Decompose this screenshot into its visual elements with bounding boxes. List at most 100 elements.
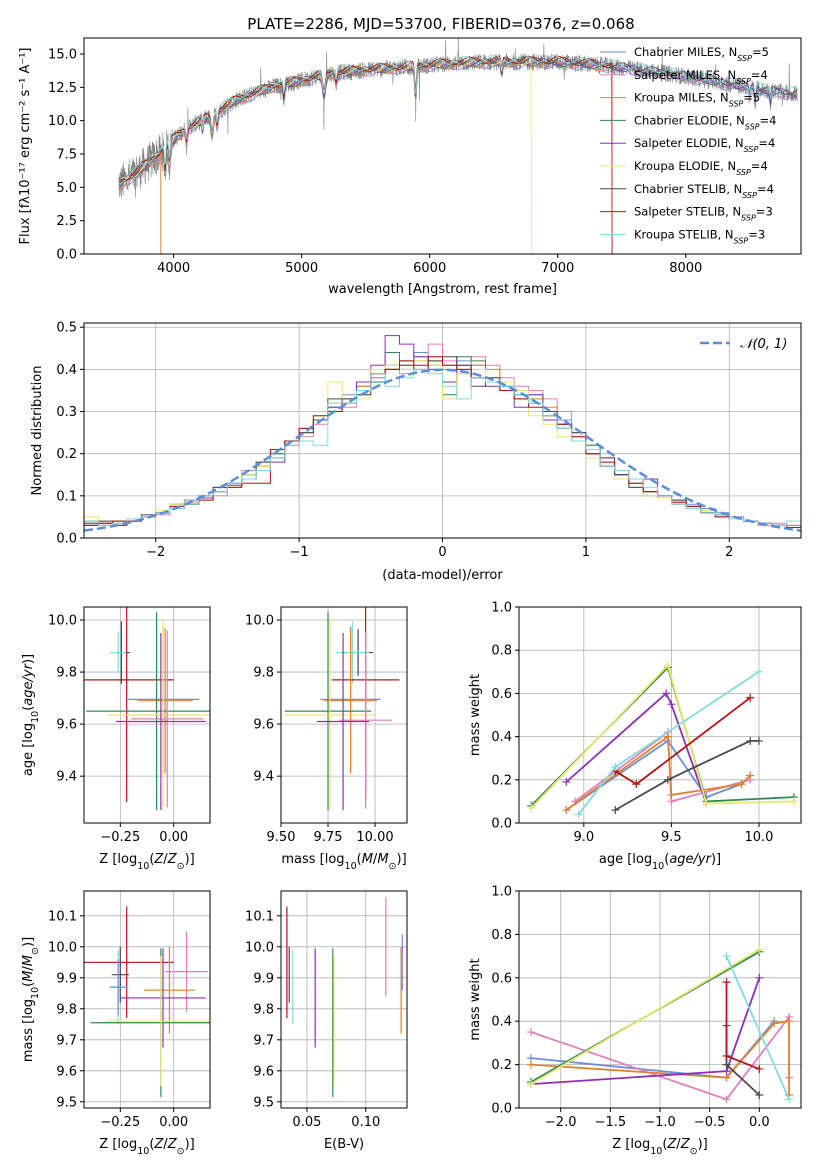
legend-entry: Chabrier STELIB, NSSP=4: [634, 182, 774, 200]
x-axis-label: Z [log10(Z/Z⊙)]: [99, 852, 194, 872]
legend: Chabrier MILES, NSSP=5 Salpeter MILES, NS…: [600, 45, 776, 245]
weight-marker: [722, 1095, 731, 1104]
weight-marker: [611, 762, 620, 771]
x-tick-label: −0.25: [100, 830, 140, 845]
y-tick-label: 10.0: [48, 940, 77, 955]
legend-entry: Chabrier MILES, NSSP=5: [634, 45, 769, 63]
weight-line: [614, 696, 751, 786]
spectrum-model-line: [118, 58, 797, 186]
weight-marker: [746, 693, 755, 702]
weight-marker: [755, 945, 764, 954]
y-tick-label: 9.7: [56, 1033, 77, 1048]
legend-entry: 𝒩(0, 1): [740, 337, 787, 352]
x-tick-label: −0.5: [694, 1115, 726, 1130]
weight-marker: [785, 1017, 794, 1026]
legend-entry: Kroupa ELODIE, NSSP=4: [634, 159, 768, 177]
y-tick-label: 10.1: [48, 909, 77, 924]
y-tick-label: 0.0: [56, 248, 77, 263]
y-tick-label: 10.1: [245, 909, 274, 924]
residuals-frame: [83, 322, 802, 539]
weight-marker: [770, 1019, 779, 1028]
weight-marker: [722, 1051, 731, 1060]
y-tick-label: 9.4: [253, 770, 274, 785]
legend-entry: Salpeter ELODIE, NSSP=4: [634, 136, 775, 154]
y-tick-label: 9.4: [56, 770, 77, 785]
gaussian-curve: [84, 368, 801, 532]
x-tick-label: −0.25: [100, 1115, 140, 1130]
weight-line: [565, 691, 708, 804]
x-tick-label: 0: [438, 545, 446, 560]
x-tick-label: 10.0: [744, 830, 773, 845]
weight-vs-age-frame: [518, 606, 802, 824]
y-tick-label: 10.0: [48, 614, 77, 629]
y-tick-label: 0.0: [491, 817, 512, 832]
weight-marker: [755, 1064, 764, 1073]
legend-entry: Salpeter MILES, NSSP=4: [634, 68, 768, 86]
plot-root: 4000 5000 6000 7000 80000.02.55.07.510.012.5…: [18, 37, 802, 1157]
weight-marker: [667, 700, 676, 709]
weight-line: [614, 740, 759, 811]
y-tick-label: 2.5: [56, 214, 77, 229]
x-axis-label: wavelength [Angstrom, rest frame]: [328, 282, 557, 297]
legend-entry: Kroupa STELIB, NSSP=3: [634, 227, 765, 245]
legend-entry: Chabrier ELODIE, NSSP=4: [634, 113, 776, 130]
x-tick-label: 9.0: [573, 830, 594, 845]
spectrum-model-line: [118, 60, 798, 188]
y-tick-label: 7.5: [56, 148, 77, 163]
y-axis-label: Flux [fλ10⁻¹⁷ erg cm⁻² s⁻¹ A⁻¹]: [18, 48, 33, 245]
x-tick-label: 0.0: [749, 1115, 770, 1130]
weight-marker: [755, 1090, 764, 1099]
x-tick-label: −1: [290, 545, 309, 560]
weight-marker: [663, 775, 672, 784]
weight-vs-Z-frame: [518, 890, 802, 1109]
x-tick-label: 9.5: [661, 830, 682, 845]
weight-marker: [526, 1080, 535, 1089]
mass-vs-ebv-frame: [280, 890, 408, 1109]
y-tick-label: 9.5: [253, 1095, 274, 1110]
x-tick-label: 4000: [157, 261, 190, 276]
y-tick-label: 9.8: [56, 1002, 77, 1017]
weight-marker: [755, 973, 764, 982]
weight-marker: [702, 799, 711, 808]
y-tick-label: 1.0: [491, 885, 512, 900]
y-tick-label: 5.0: [56, 181, 77, 196]
y-tick-label: 0.1: [56, 489, 77, 504]
y-tick-label: 10.0: [48, 114, 77, 129]
y-tick-label: 12.5: [48, 81, 77, 96]
y-tick-label: 0.3: [56, 405, 77, 420]
legend-entry: Salpeter STELIB, NSSP=3: [634, 205, 773, 223]
x-axis-label: Z [log10(Z/Z⊙)]: [99, 1137, 194, 1157]
weight-marker: [632, 780, 641, 789]
mass-vs-Z-panel: −0.25 0.00 9.5 9.6 9.7 9.8 9.9 10.0 10.1 Z [log10…: [21, 890, 211, 1157]
x-tick-label: −2: [146, 545, 165, 560]
weight-marker: [789, 797, 798, 806]
x-tick-label: 10.00: [356, 830, 393, 845]
y-tick-label: 0.4: [491, 730, 512, 745]
y-tick-label: 9.6: [56, 1064, 77, 1079]
spectrum-panel: 4000 5000 6000 7000 8000 0.0 2.5 5.0 7.5 10.0 12.5…: [18, 37, 802, 297]
weight-vs-age-panel: 9.0 9.5 10.0 0.0 0.2 0.4 0.6 0.8 1.0 age [log10(a…: [468, 601, 802, 872]
legend-entry: Kroupa MILES, NSSP=5: [634, 91, 760, 109]
weight-line: [530, 663, 795, 809]
y-tick-label: 9.7: [253, 1033, 274, 1048]
x-axis-label: Z [log10(Z/Z⊙)]: [612, 1137, 707, 1157]
weight-line: [725, 955, 790, 1100]
weight-marker: [746, 736, 755, 745]
age-vs-Z-frame: [83, 606, 211, 824]
x-tick-label: 9.75: [314, 830, 343, 845]
y-axis-label: Normed distribution: [30, 366, 45, 496]
x-axis-label: age [log10(age/yr)]: [599, 852, 721, 872]
y-axis-label: mass weight: [468, 674, 483, 756]
x-axis-label: mass [log10(M/M⊙)]: [281, 852, 406, 872]
x-tick-label: −2.0: [545, 1115, 577, 1130]
y-tick-label: 0.6: [491, 687, 512, 702]
y-tick-label: 10.0: [245, 614, 274, 629]
y-tick-label: 9.8: [253, 666, 274, 681]
weight-marker: [663, 732, 672, 741]
weight-marker: [746, 771, 755, 780]
weight-marker: [526, 1060, 535, 1069]
x-tick-label: 0.00: [159, 830, 188, 845]
weight-vs-Z-panel: −2.0 −1.5 −1.0 −0.5 0.0 0.0 0.2 0.4 0.6 0.8 1.0 Z […: [468, 885, 802, 1157]
weight-marker: [574, 810, 583, 819]
